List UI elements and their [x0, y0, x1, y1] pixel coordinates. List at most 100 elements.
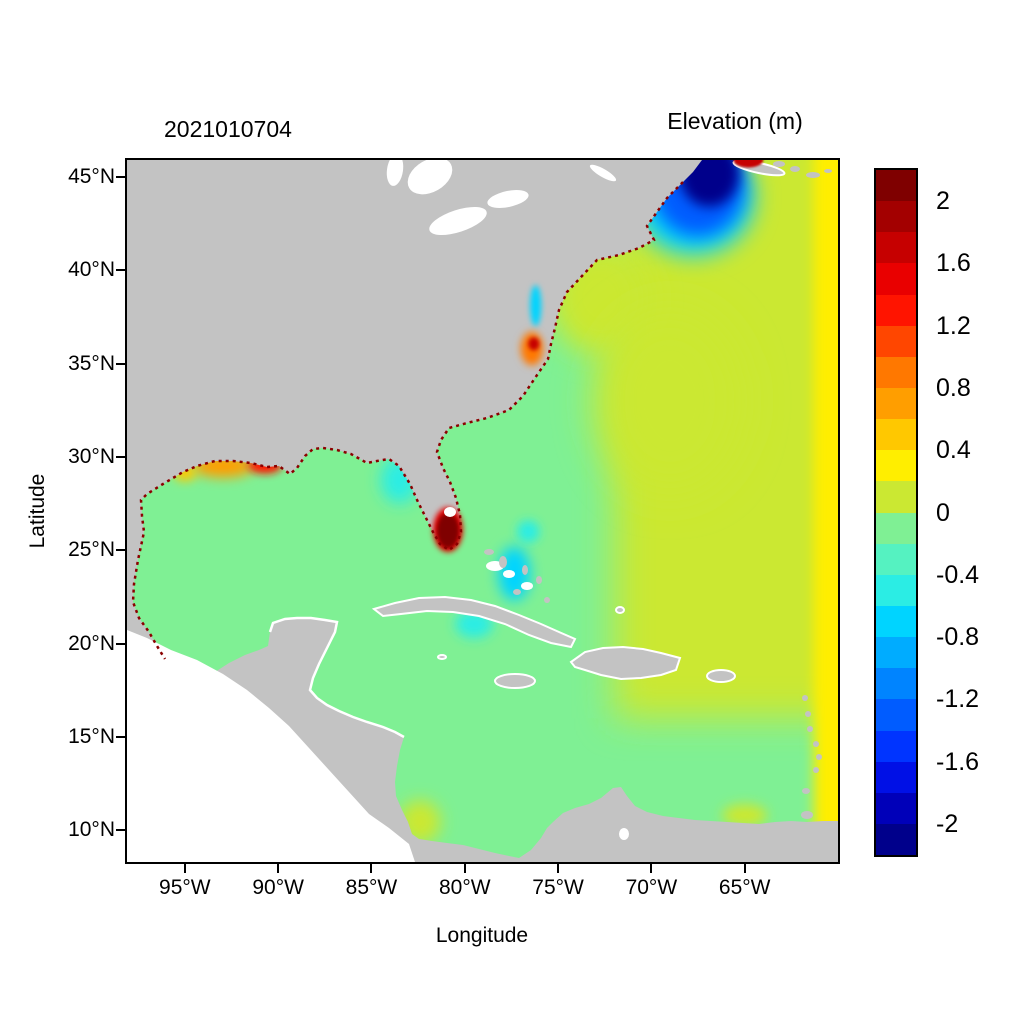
- antilles-speck: [805, 711, 811, 717]
- colorbar: [874, 168, 918, 857]
- antilles-speck: [807, 726, 813, 732]
- colorbar-tick-label: 1.6: [936, 249, 971, 278]
- coastal-no-data-fringe: [268, 616, 405, 739]
- colorbar-band: [876, 543, 916, 575]
- coastal-elevation-layer: [433, 160, 764, 553]
- bahamas-speck: [536, 576, 542, 584]
- y-tick-mark: [116, 269, 125, 272]
- y-tick-label: 45°N: [68, 164, 115, 188]
- colorbar-band: [876, 823, 916, 856]
- colorbar-tick-label: -2: [936, 809, 959, 838]
- x-tick-label: 70°W: [625, 876, 678, 899]
- bahamas-speck: [484, 549, 494, 555]
- x-tick-mark: [743, 864, 746, 873]
- bahamas-speck: [513, 589, 521, 595]
- colorbar-band: [876, 792, 916, 824]
- y-tick-label: 15°N: [68, 724, 115, 748]
- lake-huron: [407, 160, 453, 195]
- plot-title-datetime: 2021010704: [164, 116, 292, 142]
- inland-lakes-overlay: [444, 507, 629, 840]
- y-tick-mark: [116, 735, 125, 738]
- no-data-ocean-region: [127, 630, 415, 862]
- island-jamaica: [494, 673, 536, 689]
- nova-scotia-speck: [790, 166, 800, 172]
- colorbar-band: [876, 481, 916, 513]
- x-tick-mark: [370, 864, 373, 873]
- bahama-bank: [521, 582, 533, 590]
- island-puerto-rico: [706, 669, 736, 683]
- colorbar-tick-label: -0.8: [936, 623, 980, 652]
- x-tick-mark: [557, 864, 560, 873]
- colorbar-band: [876, 232, 916, 264]
- map-feature-bahamas-north-low: [517, 520, 540, 543]
- islands-layer: [371, 160, 786, 689]
- x-tick-label: 95°W: [159, 876, 211, 899]
- colorbar-band: [876, 637, 916, 669]
- colorbar-band: [876, 419, 916, 451]
- y-tick-label: 40°N: [68, 258, 115, 282]
- island-hispaniola: [569, 645, 682, 681]
- colorbar-band: [876, 294, 916, 326]
- map-feature-minas-basin-high: [733, 160, 764, 168]
- colorbar-band: [876, 387, 916, 420]
- colorbar-band: [876, 605, 916, 638]
- nova-scotia-speck: [806, 172, 820, 178]
- colorbar-band: [876, 574, 916, 606]
- colorbar-tick-label: 0.4: [936, 436, 971, 465]
- island-cayman: [437, 654, 447, 660]
- x-tick-mark: [183, 864, 186, 873]
- x-tick-mark: [650, 864, 653, 873]
- island-turks: [615, 606, 625, 614]
- colorbar-band: [876, 668, 916, 700]
- lake-okeechobee: [444, 507, 456, 517]
- colorbar-band: [876, 512, 916, 544]
- antilles-speck: [802, 695, 808, 701]
- map-feature-south-florida-core-high: [436, 512, 460, 549]
- bahamas-speck: [544, 597, 550, 603]
- antilles-speck: [813, 741, 819, 747]
- st-lawrence-water: [589, 164, 617, 182]
- x-tick-label: 75°W: [532, 876, 584, 899]
- y-tick-mark: [116, 455, 125, 458]
- island-trinidad: [801, 811, 813, 819]
- antilles-speck: [813, 767, 819, 773]
- colorbar-band: [876, 170, 916, 202]
- lake-michigan: [386, 160, 404, 186]
- lake-maracaibo: [619, 828, 629, 840]
- colorbar-band: [876, 356, 916, 388]
- colorbar-tick-label: 1.2: [936, 311, 971, 340]
- x-tick-mark: [277, 864, 280, 873]
- colorbar-band: [876, 730, 916, 762]
- bahama-bank: [503, 570, 515, 578]
- great-lakes-layer: [386, 160, 617, 235]
- y-tick-mark: [116, 549, 125, 552]
- island-cuba: [371, 595, 577, 649]
- bahamas-speck: [499, 556, 507, 568]
- map-plot-area: [125, 158, 840, 864]
- colorbar-tick-label: 0: [936, 498, 950, 527]
- bahamas-speck: [522, 565, 528, 575]
- nova-scotia-speck: [824, 169, 832, 173]
- map-feature-sargasso-lobe: [595, 307, 745, 495]
- colorbar-band: [876, 263, 916, 295]
- y-tick-label: 25°N: [68, 538, 115, 562]
- y-axis-label: Latitude: [26, 473, 49, 549]
- map-feature-pamlico-core-high: [528, 337, 540, 351]
- colorbar-bands: [876, 170, 916, 856]
- land-mass: [127, 160, 838, 862]
- x-tick-label: 80°W: [438, 876, 491, 899]
- y-tick-label: 35°N: [68, 351, 115, 375]
- colorbar-band: [876, 450, 916, 482]
- x-axis-label: Longitude: [435, 924, 529, 947]
- colorbar-tick-label: 2: [936, 187, 950, 216]
- lake-erie: [429, 207, 487, 235]
- y-tick-mark: [116, 642, 125, 645]
- colorbar-band: [876, 201, 916, 233]
- x-tick-label: 65°W: [718, 876, 771, 899]
- antilles-speck: [802, 788, 810, 794]
- y-tick-mark: [116, 175, 125, 178]
- colorbar-band: [876, 761, 916, 793]
- y-tick-label: 20°N: [68, 631, 115, 655]
- colorbar-band: [876, 699, 916, 731]
